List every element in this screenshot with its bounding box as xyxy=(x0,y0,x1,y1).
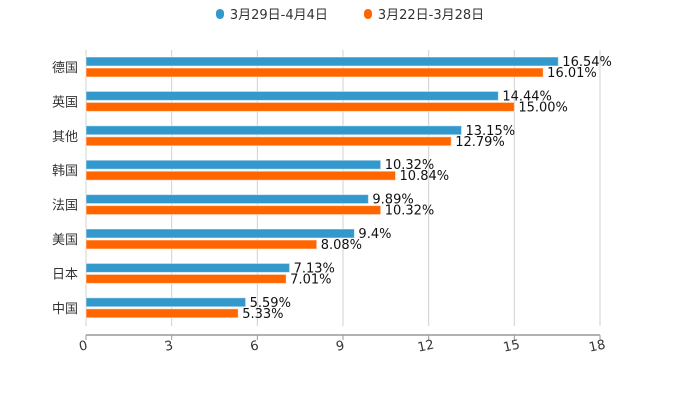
data-label: 15.00% xyxy=(518,100,568,115)
data-label: 9.4% xyxy=(358,227,391,242)
legend-label: 3月22日-3月28日 xyxy=(377,8,485,23)
y-category-label: 英国 xyxy=(52,95,78,110)
bar-1 xyxy=(85,67,544,78)
bar-0 xyxy=(85,56,559,67)
data-label: 16.01% xyxy=(547,66,597,81)
data-label: 7.01% xyxy=(290,272,331,287)
data-label: 8.08% xyxy=(321,238,362,253)
y-category-label: 美国 xyxy=(52,233,78,248)
x-tick-label: 18 xyxy=(588,338,607,356)
bar-1 xyxy=(85,239,318,250)
x-tick-label: 15 xyxy=(502,338,521,356)
bar-1 xyxy=(85,170,397,181)
data-label: 7.13% xyxy=(294,261,335,276)
y-category-label: 中国 xyxy=(52,302,78,317)
data-label: 10.84% xyxy=(400,169,450,184)
legend-label: 3月29日-4月4日 xyxy=(229,8,328,23)
bar-1 xyxy=(85,205,382,216)
bar-0 xyxy=(85,297,247,308)
y-category-label: 德国 xyxy=(52,61,78,76)
data-label: 14.44% xyxy=(502,89,552,104)
y-category-label: 其他 xyxy=(52,130,78,145)
legend-item-series-1[interactable]: 3月22日-3月28日 xyxy=(363,4,485,23)
legend: 3月29日-4月4日 3月22日-3月28日 xyxy=(0,4,700,23)
bar-0 xyxy=(85,194,369,205)
data-label: 10.32% xyxy=(385,158,435,173)
y-category-label: 法国 xyxy=(52,199,78,214)
bar-0 xyxy=(85,262,291,273)
data-label: 12.79% xyxy=(455,135,505,150)
bar-1 xyxy=(85,136,452,147)
data-label: 9.89% xyxy=(372,193,413,208)
x-tick-label: 6 xyxy=(249,338,260,354)
data-label: 13.15% xyxy=(466,124,516,139)
bar-1 xyxy=(85,101,515,112)
data-label: 16.54% xyxy=(562,55,612,70)
legend-marker-icon xyxy=(363,8,372,19)
data-label: 5.33% xyxy=(242,307,283,322)
data-label: 10.32% xyxy=(385,204,435,219)
bar-1 xyxy=(85,273,287,284)
x-tick-label: 9 xyxy=(335,338,346,354)
bar-0 xyxy=(85,90,499,101)
legend-item-series-0[interactable]: 3月29日-4月4日 xyxy=(215,4,328,23)
y-category-label: 日本 xyxy=(52,267,78,282)
x-tick-label: 12 xyxy=(416,338,435,356)
bar-1 xyxy=(85,308,239,319)
bar-0 xyxy=(85,159,382,170)
bar-0 xyxy=(85,228,355,239)
y-category-label: 韩国 xyxy=(52,164,78,179)
x-tick-label: 0 xyxy=(78,338,89,354)
x-tick-label: 3 xyxy=(163,338,174,354)
bar-0 xyxy=(85,125,463,136)
legend-marker-icon xyxy=(215,8,224,19)
data-label: 5.59% xyxy=(250,296,291,311)
